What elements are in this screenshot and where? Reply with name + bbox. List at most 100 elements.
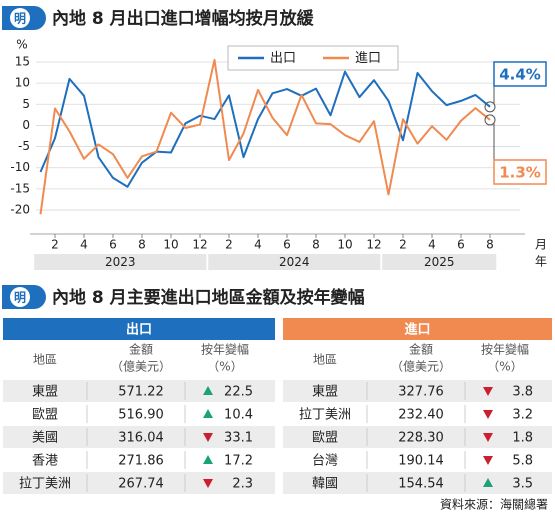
- series-line: [39, 58, 491, 215]
- row-band: [3, 426, 275, 448]
- year-label: 2024: [279, 255, 310, 269]
- change: 2.3: [232, 477, 253, 492]
- trend-arrow: [203, 455, 213, 464]
- logo-circle: [10, 8, 30, 28]
- trend-arrow: [203, 479, 213, 488]
- column-header: （%）: [207, 360, 242, 374]
- logo: 明: [14, 291, 26, 305]
- table-title: 內地 8 月主要進出口地區金額及按年變幅: [52, 287, 365, 308]
- column-header: 按年變幅: [201, 342, 249, 357]
- region: 拉丁美洲: [19, 477, 71, 492]
- amount: 327.76: [398, 385, 444, 400]
- x-tick-label: 2: [399, 238, 407, 252]
- region: 美國: [32, 431, 58, 446]
- region: 香港: [32, 454, 58, 469]
- legend-label: 進口: [355, 51, 381, 66]
- amount: 190.14: [398, 454, 444, 469]
- column-header: 金額: [409, 342, 433, 357]
- row-band: [283, 472, 552, 494]
- x-tick-label: 4: [80, 238, 88, 252]
- trend-arrow: [483, 410, 493, 419]
- legend-label: 出口: [270, 51, 296, 66]
- x-tick-label: 8: [486, 238, 494, 252]
- amount: 154.54: [398, 477, 444, 492]
- column-header: 地區: [33, 353, 57, 367]
- trend-arrow: [203, 386, 213, 395]
- x-tick-label: 10: [163, 238, 178, 252]
- chart-title: 內地 8 月出口進口增幅均按月放緩: [52, 8, 315, 29]
- callout-box: [493, 159, 547, 185]
- change: 1.8: [512, 431, 533, 446]
- region: 東盟: [312, 384, 338, 400]
- row-band: [283, 426, 552, 448]
- trend-arrow: [203, 409, 213, 418]
- y-tick-label: -15: [10, 181, 30, 195]
- change: 17.2: [224, 454, 253, 469]
- x-tick-label: 6: [283, 238, 291, 252]
- column-header: 金額: [129, 342, 153, 357]
- row-band: [3, 380, 275, 402]
- tables: 出口地區 金額 （億美元） 按年變幅 （%） 東盟 571.22 22.5 歐盟 516.90 10…: [3, 318, 552, 512]
- value-label: 1.3%: [499, 164, 541, 182]
- y-tick-label: 0: [22, 118, 30, 132]
- x-tick-label: 10: [337, 238, 352, 252]
- row-band: [283, 380, 552, 402]
- column-header: （億美元）: [391, 360, 451, 374]
- table-header-label: 進口: [404, 322, 430, 338]
- y-unit: %: [16, 38, 27, 52]
- table-header-label: 出口: [126, 322, 152, 338]
- y-tick-label: -5: [18, 139, 30, 153]
- trend-arrow: [483, 433, 493, 442]
- change: 3.2: [512, 408, 533, 423]
- x-tick-label: 2: [51, 238, 59, 252]
- amount: 232.40: [398, 408, 444, 423]
- amount: 228.30: [398, 431, 444, 446]
- year-label: 2023: [105, 255, 136, 269]
- change: 33.1: [224, 431, 253, 446]
- region: 台灣: [312, 454, 338, 469]
- callout-box: [493, 61, 547, 87]
- row-band: [3, 472, 275, 494]
- trend-arrow: [483, 478, 493, 487]
- table-header: [3, 318, 275, 340]
- x-tick-label: 4: [428, 238, 436, 252]
- series-line: [39, 70, 491, 188]
- x-tick-label: 4: [254, 238, 262, 252]
- y-tick-label: -20: [10, 203, 30, 217]
- group-label: 年: [535, 255, 547, 269]
- change: 10.4: [224, 408, 253, 423]
- end-marker: [484, 114, 496, 126]
- x-tick-label: 12: [366, 238, 381, 252]
- amount: 271.86: [118, 454, 164, 469]
- x-tick-label: 8: [312, 238, 320, 252]
- year-band: [34, 254, 207, 270]
- trend-arrow: [203, 433, 213, 442]
- column-header: 按年變幅: [481, 342, 529, 357]
- region: 韓國: [312, 477, 338, 492]
- amount: 571.22: [118, 385, 164, 400]
- x-tick-label: 8: [138, 238, 146, 252]
- year-band: [208, 254, 381, 270]
- region: 歐盟: [312, 431, 338, 446]
- change: 22.5: [224, 385, 253, 400]
- trend-arrow: [483, 456, 493, 465]
- year-label: 2025: [424, 255, 455, 269]
- x-tick-label: 2: [225, 238, 233, 252]
- column-header: 地區: [313, 353, 337, 367]
- change: 3.8: [512, 385, 533, 400]
- region: 東盟: [32, 384, 58, 400]
- end-marker: [484, 101, 496, 113]
- column-header: （億美元）: [111, 360, 171, 374]
- amount: 516.90: [118, 408, 164, 423]
- x-tick-label: 6: [109, 238, 117, 252]
- y-tick-label: -10: [10, 160, 30, 174]
- trend-arrow: [483, 387, 493, 396]
- column-header: （%）: [487, 360, 522, 374]
- y-tick-label: 10: [15, 76, 30, 90]
- region: 歐盟: [32, 408, 58, 423]
- x-label: 月: [535, 238, 547, 252]
- region: 拉丁美洲: [299, 408, 351, 423]
- change: 5.8: [512, 454, 533, 469]
- table-header: [283, 318, 552, 340]
